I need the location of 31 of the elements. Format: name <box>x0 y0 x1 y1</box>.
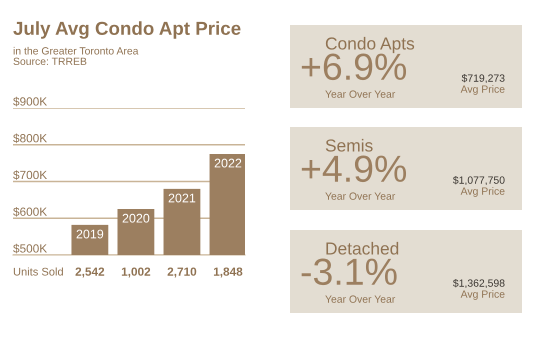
text: Avg Price <box>460 187 505 197</box>
y-tick-label: $500K <box>13 244 48 254</box>
text: $719,273 <box>462 74 505 84</box>
text: 1,848 <box>214 267 242 278</box>
text: -3.1% <box>302 258 397 286</box>
text: Avg Price <box>460 85 505 95</box>
text: $1,077,750 <box>452 176 505 186</box>
text: +6.9% <box>302 54 406 80</box>
text: Units Sold <box>14 267 63 276</box>
text: Year Over Year <box>325 192 396 200</box>
y-tick-label: $900K <box>13 96 48 106</box>
y-tick-label: $600K <box>13 207 48 217</box>
text: $1,362,598 <box>452 278 505 288</box>
x-tick-label: 2022 <box>214 158 242 168</box>
text: Condo Apts <box>326 36 414 54</box>
text: 2,542 <box>76 267 104 278</box>
text: Detached <box>326 242 398 255</box>
text: Year Over Year <box>325 295 396 303</box>
x-tick-label: 2020 <box>122 214 150 223</box>
y-tick-label: $800K <box>13 134 48 144</box>
text: Avg Price <box>460 290 505 300</box>
text: 2,710 <box>168 267 196 278</box>
chart-subtitle: in the Greater Toronto Area Source: TRREB <box>13 46 138 66</box>
text: +4.9% <box>302 156 406 182</box>
y-tick-label: $700K <box>13 170 48 180</box>
text: Year Over Year <box>325 90 396 98</box>
x-tick-label: 2021 <box>168 194 196 202</box>
x-tick-label: 2019 <box>76 230 104 238</box>
chart-title: July Avg Condo Apt Price <box>13 21 240 39</box>
text: Semis <box>326 138 373 152</box>
text: 1,002 <box>122 267 150 278</box>
